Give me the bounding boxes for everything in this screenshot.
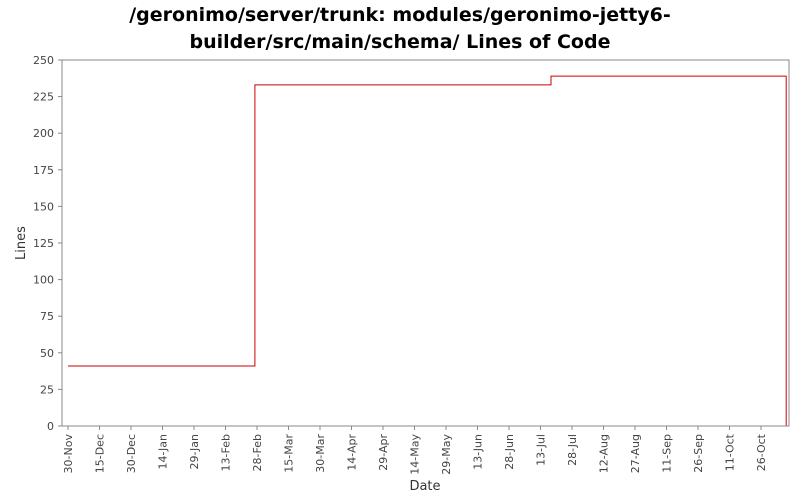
x-tick-label: 28-Jul <box>566 434 579 466</box>
y-tick-label: 250 <box>33 54 54 67</box>
y-tick-label: 175 <box>33 164 54 177</box>
x-axis-label: Date <box>409 479 440 494</box>
chart-title: /geronimo/server/trunk: modules/geronimo… <box>0 2 800 56</box>
x-tick-label: 27-Aug <box>629 434 642 473</box>
x-tick-label: 12-Aug <box>598 434 611 473</box>
x-tick-label: 13-Jun <box>472 434 485 470</box>
y-tick-label: 200 <box>33 127 54 140</box>
x-tick-label: 13-Feb <box>220 434 233 471</box>
y-tick-label: 0 <box>47 420 54 433</box>
x-tick-label: 29-May <box>440 434 453 475</box>
x-tick-label: 30-Dec <box>125 434 138 473</box>
y-tick-label: 150 <box>33 200 54 213</box>
y-tick-label: 50 <box>40 347 54 360</box>
x-tick-label: 14-Jan <box>157 434 170 470</box>
x-tick-label: 28-Feb <box>251 434 264 471</box>
x-tick-label: 11-Sep <box>661 434 674 473</box>
series-line-lines-of-code <box>68 75 787 426</box>
x-tick-label: 30-Nov <box>62 434 75 474</box>
chart-title-line-2: builder/src/main/schema/ Lines of Code <box>189 31 611 53</box>
y-tick-label: 125 <box>33 237 54 250</box>
y-tick-label: 75 <box>40 310 54 323</box>
x-tick-label: 30-Mar <box>314 434 327 473</box>
plot-frame <box>61 59 790 427</box>
x-tick-label: 13-Jul <box>535 434 548 466</box>
chart-title-line-1: /geronimo/server/trunk: modules/geronimo… <box>129 4 671 26</box>
x-tick-label: 26-Oct <box>755 433 768 471</box>
y-axis-label: Lines <box>14 226 29 260</box>
x-tick-label: 15-Dec <box>94 434 107 473</box>
x-tick-label: 15-Mar <box>283 434 296 473</box>
x-tick-label: 29-Jan <box>188 434 201 470</box>
x-axis: 30-Nov 15-Dec 30-Dec 14-Jan 29-Jan 13-Feb 28-F… <box>62 426 768 475</box>
y-tick-label: 25 <box>40 383 54 396</box>
x-tick-label: 29-Apr <box>377 434 390 471</box>
x-tick-label: 14-May <box>409 434 422 475</box>
x-tick-label: 14-Apr <box>346 434 359 471</box>
y-tick-label: 225 <box>33 91 54 104</box>
x-tick-label: 11-Oct <box>724 433 737 471</box>
x-tick-label: 28-Jun <box>503 434 516 470</box>
plot-background <box>62 60 789 426</box>
y-axis: 0 25 50 75 100 125 150 175 200 225 250 <box>33 54 62 433</box>
y-tick-label: 100 <box>33 274 54 287</box>
x-tick-label: 26-Sep <box>692 434 705 473</box>
